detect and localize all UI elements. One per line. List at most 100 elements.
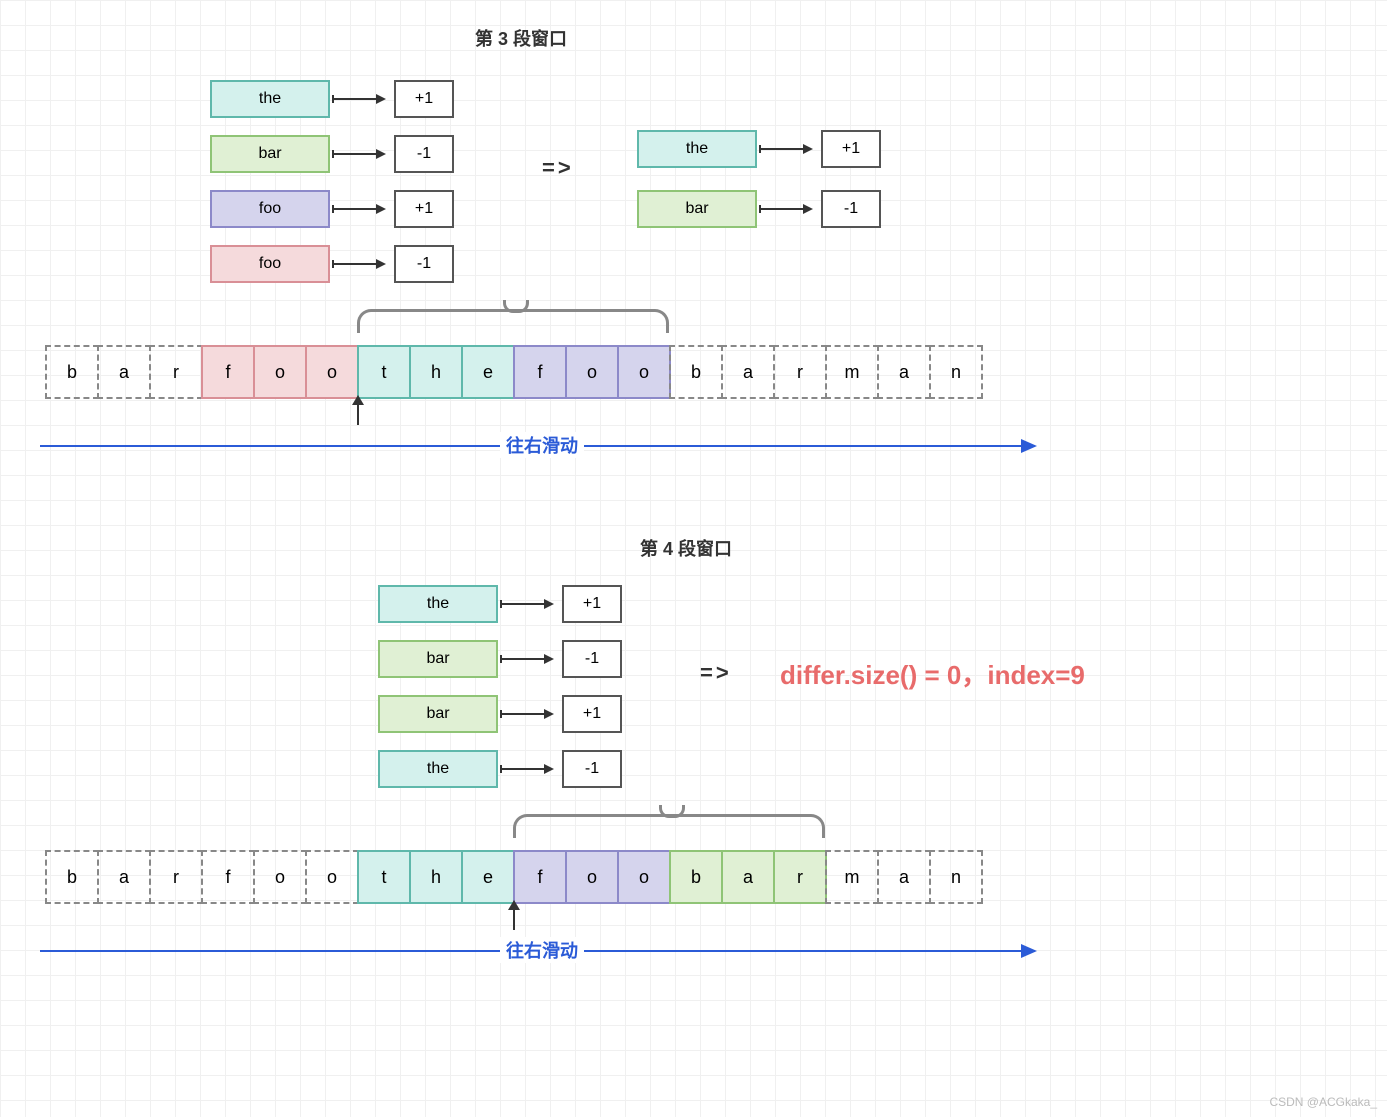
char-cell: b [669, 345, 723, 399]
label: +1 [415, 200, 433, 218]
arrow [332, 263, 384, 265]
char-cell: b [669, 850, 723, 904]
arrow [759, 148, 811, 150]
s3-right-word-1: bar [637, 190, 757, 228]
char-cell: b [45, 345, 99, 399]
arrow [500, 768, 552, 770]
s3-marker [357, 403, 359, 425]
label: the [259, 90, 281, 108]
label: bar [426, 705, 449, 723]
char-cell: o [617, 345, 671, 399]
char-cell: a [97, 850, 151, 904]
watermark: CSDN @ACGkaka_ [1269, 1095, 1377, 1109]
char-cell: h [409, 345, 463, 399]
label: +1 [583, 595, 601, 613]
s4-left-val-0: +1 [562, 585, 622, 623]
s4-result: differ.size() = 0，index=9 [780, 655, 1085, 692]
s4-left-word-3: the [378, 750, 498, 788]
char-cell: a [721, 345, 775, 399]
s4-left-val-2: +1 [562, 695, 622, 733]
label: the [427, 760, 449, 778]
arrow [332, 208, 384, 210]
arrow [759, 208, 811, 210]
char-cell: b [45, 850, 99, 904]
label: bar [685, 200, 708, 218]
s4-left-word-0: the [378, 585, 498, 623]
char-cell: n [929, 850, 983, 904]
char-cell: f [201, 850, 255, 904]
section-3-title: 第 3 段窗口 [475, 25, 567, 51]
s4-slide-label: 往右滑动 [500, 937, 584, 963]
label: bar [426, 650, 449, 668]
s3-char-strip: barfoothefoobarman [45, 345, 983, 399]
s3-right-val-1: -1 [821, 190, 881, 228]
char-cell: r [149, 345, 203, 399]
label: bar [258, 145, 281, 163]
char-cell: m [825, 850, 879, 904]
char-cell: o [617, 850, 671, 904]
s3-left-word-1: bar [210, 135, 330, 173]
s4-marker [513, 908, 515, 930]
arrow [332, 153, 384, 155]
char-cell: f [513, 850, 567, 904]
section-4-title: 第 4 段窗口 [640, 535, 732, 561]
label: +1 [842, 140, 860, 158]
s3-left-word-2: foo [210, 190, 330, 228]
char-cell: t [357, 850, 411, 904]
s3-left-val-1: -1 [394, 135, 454, 173]
s4-left-word-2: bar [378, 695, 498, 733]
char-cell: o [253, 345, 307, 399]
char-cell: o [305, 850, 359, 904]
char-cell: m [825, 345, 879, 399]
s3-right-val-0: +1 [821, 130, 881, 168]
arrow [500, 658, 552, 660]
s3-left-word-3: foo [210, 245, 330, 283]
label: -1 [417, 255, 431, 273]
char-cell: a [97, 345, 151, 399]
char-cell: r [149, 850, 203, 904]
s3-left-word-0: the [210, 80, 330, 118]
arrow [500, 713, 552, 715]
s4-implies: => [700, 660, 732, 686]
char-cell: o [565, 850, 619, 904]
char-cell: a [721, 850, 775, 904]
char-cell: o [253, 850, 307, 904]
label: the [686, 140, 708, 158]
label: +1 [415, 90, 433, 108]
char-cell: h [409, 850, 463, 904]
arrow [332, 98, 384, 100]
label: -1 [585, 650, 599, 668]
s4-left-word-1: bar [378, 640, 498, 678]
s3-implies: => [542, 155, 574, 181]
char-cell: t [357, 345, 411, 399]
label: foo [259, 200, 281, 218]
s3-left-val-0: +1 [394, 80, 454, 118]
s3-right-word-0: the [637, 130, 757, 168]
label: -1 [417, 145, 431, 163]
arrow [500, 603, 552, 605]
char-cell: o [305, 345, 359, 399]
char-cell: a [877, 345, 931, 399]
s3-left-val-2: +1 [394, 190, 454, 228]
label: foo [259, 255, 281, 273]
label: -1 [844, 200, 858, 218]
s4-char-strip: barfoothefoobarman [45, 850, 983, 904]
char-cell: o [565, 345, 619, 399]
char-cell: e [461, 345, 515, 399]
char-cell: e [461, 850, 515, 904]
s4-brace [513, 814, 825, 838]
char-cell: f [513, 345, 567, 399]
label: +1 [583, 705, 601, 723]
char-cell: r [773, 850, 827, 904]
s3-left-val-3: -1 [394, 245, 454, 283]
s3-brace [357, 309, 669, 333]
char-cell: n [929, 345, 983, 399]
char-cell: r [773, 345, 827, 399]
s3-slide-label: 往右滑动 [500, 432, 584, 458]
label: the [427, 595, 449, 613]
s4-left-val-1: -1 [562, 640, 622, 678]
s4-left-val-3: -1 [562, 750, 622, 788]
char-cell: f [201, 345, 255, 399]
char-cell: a [877, 850, 931, 904]
label: -1 [585, 760, 599, 778]
